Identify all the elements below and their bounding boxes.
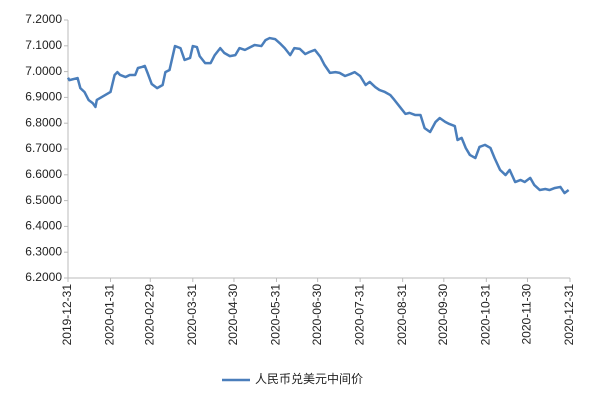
y-tick-label: 7.0000 bbox=[25, 64, 62, 78]
x-tick-label: 2020-11-30 bbox=[520, 284, 534, 345]
y-tick-label: 7.2000 bbox=[25, 12, 62, 26]
x-tick-label: 2020-06-30 bbox=[310, 284, 324, 346]
y-tick-label: 6.3000 bbox=[25, 244, 62, 258]
x-tick-label: 2020-09-30 bbox=[436, 284, 450, 346]
x-tick-label: 2020-10-31 bbox=[479, 284, 493, 346]
x-tick-label: 2020-02-29 bbox=[142, 284, 156, 346]
y-tick-label: 6.4000 bbox=[25, 219, 62, 233]
x-tick-label: 2020-07-31 bbox=[352, 284, 366, 346]
y-tick-label: 6.9000 bbox=[25, 90, 62, 104]
x-tick-label: 2020-08-31 bbox=[395, 284, 409, 346]
x-tick-label: 2020-05-31 bbox=[269, 284, 283, 346]
x-tick-label: 2020-12-31 bbox=[562, 284, 576, 346]
legend-label: 人民币兑美元中间价 bbox=[255, 371, 363, 386]
x-tick-label: 2020-04-30 bbox=[226, 284, 240, 346]
y-tick-label: 6.2000 bbox=[25, 270, 62, 284]
line bbox=[66, 36, 570, 195]
y-tick-label: 6.5000 bbox=[25, 193, 62, 207]
y-tick-label: 6.6000 bbox=[25, 167, 62, 181]
y-tick-label: 6.7000 bbox=[25, 141, 62, 155]
y-tick-label: 6.8000 bbox=[25, 115, 62, 129]
y-tick-label: 7.1000 bbox=[25, 38, 62, 52]
x-tick-label: 2020-03-31 bbox=[185, 284, 199, 346]
x-tick-label: 2019-12-31 bbox=[60, 284, 74, 346]
x-tick-label: 2020-01-31 bbox=[103, 284, 117, 346]
